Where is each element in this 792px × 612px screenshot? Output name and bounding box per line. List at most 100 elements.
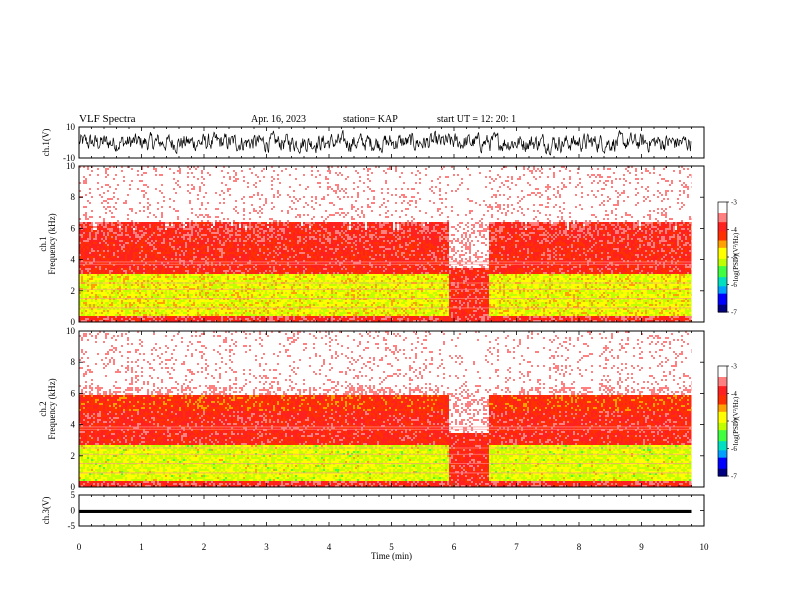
spectrogram-cell xyxy=(117,222,119,224)
spectrogram-cell xyxy=(115,318,117,320)
spectrogram-cell xyxy=(137,192,139,194)
spectrogram-cell xyxy=(133,208,135,210)
spectrogram-cell xyxy=(165,198,167,200)
spectrogram-cell xyxy=(85,170,87,172)
spectrogram-cell xyxy=(109,230,111,232)
spectrogram-cell xyxy=(119,204,121,206)
spectrogram-cell xyxy=(165,292,167,294)
spectrogram-cell xyxy=(137,310,139,312)
spectrogram-cell xyxy=(155,172,157,174)
spectrogram-cell xyxy=(147,192,149,194)
spectrogram-cell xyxy=(97,302,99,304)
spectrogram-cell xyxy=(147,248,149,250)
spectrogram-cell xyxy=(93,292,95,294)
spectrogram-cell xyxy=(111,302,113,304)
spectrogram-cell xyxy=(151,232,153,234)
spectrogram-cell xyxy=(147,172,149,174)
spectrogram-cell xyxy=(153,272,155,274)
spectrogram-cell xyxy=(89,184,91,186)
spectrogram-cell xyxy=(137,208,139,210)
spectrogram-cell xyxy=(125,312,127,314)
spectrogram-cell xyxy=(109,174,111,176)
spectrogram-cell xyxy=(135,284,137,286)
spectrogram-cell xyxy=(137,294,139,296)
spectrogram-cell xyxy=(161,276,163,278)
spectrogram-cell xyxy=(97,192,99,194)
spectrogram-cell xyxy=(123,304,125,306)
spectrogram-cell xyxy=(93,252,95,254)
spectrogram-cell xyxy=(99,200,101,202)
spectrogram-cell xyxy=(141,272,143,274)
spectrogram-cell xyxy=(159,270,161,272)
spectrogram-cell xyxy=(87,240,89,242)
spectrogram-cell xyxy=(107,278,109,280)
spectrogram-cell xyxy=(161,310,163,312)
spectrogram-cell xyxy=(131,230,133,232)
spectrogram-cell xyxy=(87,294,89,296)
spectrogram-cell xyxy=(101,206,103,208)
spectrogram-cell xyxy=(157,240,159,242)
spectrogram-cell xyxy=(127,174,129,176)
spectrogram-cell xyxy=(147,270,149,272)
spectrogram-cell xyxy=(151,266,153,268)
spectrogram-cell xyxy=(147,276,149,278)
spectrogram-cell xyxy=(161,194,163,196)
spectrogram-cell xyxy=(107,192,109,194)
spectrogram-cell xyxy=(91,316,93,318)
spectrogram-cell xyxy=(83,238,85,240)
spectrogram-cell xyxy=(85,256,87,258)
spectrogram-cell xyxy=(163,258,165,260)
spectrogram-cell xyxy=(129,196,131,198)
spectrogram-cell xyxy=(147,210,149,212)
spectrogram-cell xyxy=(137,180,139,182)
spectrogram-cell xyxy=(93,178,95,180)
spectrogram-cell xyxy=(113,176,115,178)
spectrogram-cell xyxy=(119,278,121,280)
spectrogram-cell xyxy=(139,210,141,212)
spectrogram-cell xyxy=(151,236,153,238)
spectrogram-cell xyxy=(155,230,157,232)
spectrogram-cell xyxy=(157,312,159,314)
spectrogram-cell xyxy=(97,168,99,170)
spectrogram-cell xyxy=(117,212,119,214)
spectrogram-cell xyxy=(85,252,87,254)
spectrogram-cell xyxy=(125,180,127,182)
spectrogram-cell xyxy=(121,212,123,214)
spectrogram-cell xyxy=(145,186,147,188)
spectrogram-cell xyxy=(159,266,161,268)
spectrogram-cell xyxy=(87,232,89,234)
spectrogram-cell xyxy=(103,222,105,224)
spectrogram-cell xyxy=(115,294,117,296)
spectrogram-cell xyxy=(145,214,147,216)
spectrogram-cell xyxy=(123,208,125,210)
spectrogram-cell xyxy=(83,212,85,214)
spectrogram-cell xyxy=(93,312,95,314)
spectrogram-cell xyxy=(109,208,111,210)
spectrogram-cell xyxy=(87,214,89,216)
spectrogram-cell xyxy=(161,214,163,216)
spectrogram-cell xyxy=(161,192,163,194)
spectrogram-cell xyxy=(145,184,147,186)
spectrogram-cell xyxy=(85,204,87,206)
spectrogram-cell xyxy=(93,218,95,220)
spectrogram-cell xyxy=(161,250,163,252)
spectrogram-cell xyxy=(83,190,85,192)
spectrogram-cell xyxy=(87,302,89,304)
spectrogram-cell xyxy=(111,184,113,186)
spectrogram-cell xyxy=(109,274,111,276)
spectrogram-cell xyxy=(157,292,159,294)
spectrogram-cell xyxy=(85,174,87,176)
spectrogram-cell xyxy=(155,220,157,222)
spectrogram-cell xyxy=(133,302,135,304)
spectrogram-cell xyxy=(101,278,103,280)
spectrogram-cell xyxy=(105,214,107,216)
spectrogram-cell xyxy=(91,244,93,246)
spectrogram-cell xyxy=(147,222,149,224)
spectrogram-cell xyxy=(135,228,137,230)
spectrogram-cell xyxy=(119,172,121,174)
spectrogram-cell xyxy=(159,168,161,170)
spectrogram-cell xyxy=(119,178,121,180)
spectrogram-cell xyxy=(165,302,167,304)
spectrogram-cell xyxy=(103,270,105,272)
spectrogram-cell xyxy=(129,224,131,226)
